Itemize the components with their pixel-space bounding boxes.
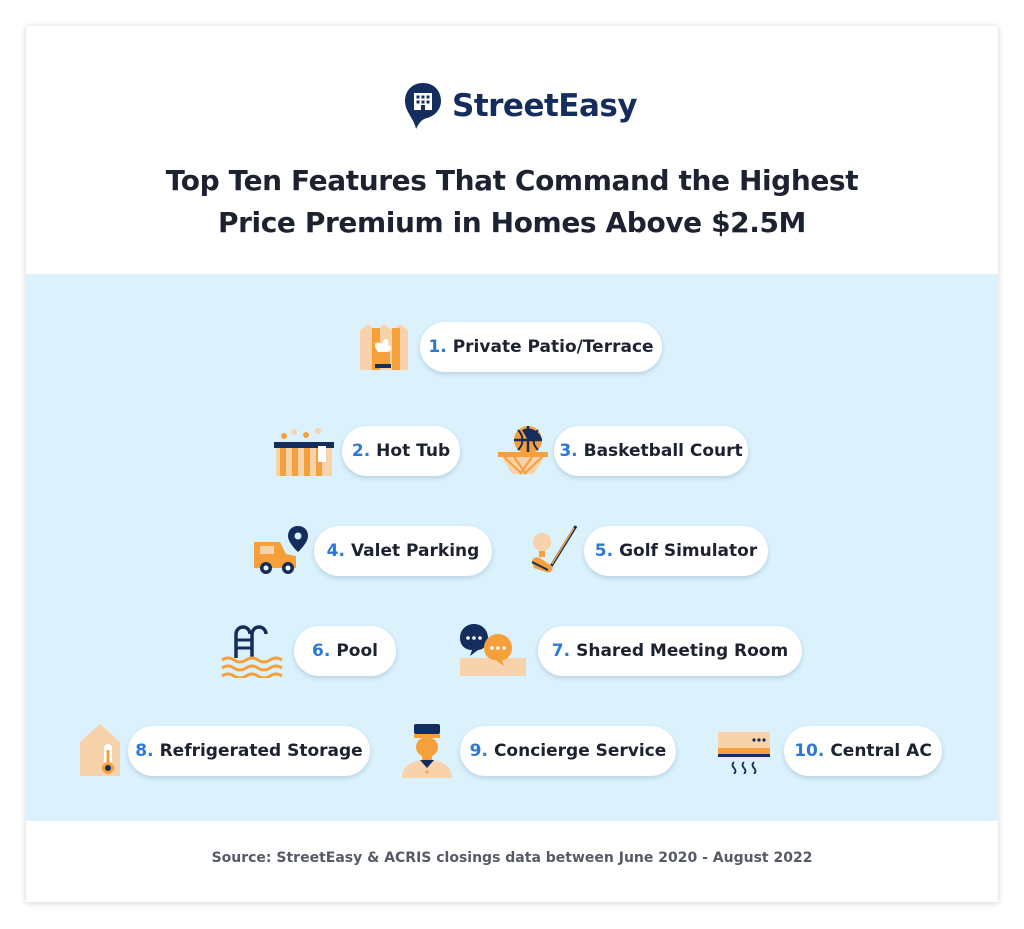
feature-pill-2: 2. Hot Tub	[342, 426, 460, 476]
thermometer-house-icon	[80, 724, 120, 776]
feature-pill-7: 7. Shared Meeting Room	[538, 626, 802, 676]
feature-rank: 9.	[469, 741, 488, 761]
source-note: Source: StreetEasy & ACRIS closings data…	[211, 850, 813, 866]
brand: StreetEasy	[402, 80, 638, 132]
feature-label: Valet Parking	[350, 541, 480, 561]
feature-rank: 1.	[428, 337, 447, 357]
pool-ladder-icon	[221, 625, 283, 678]
feature-label: Concierge Service	[493, 741, 667, 761]
feature-pill-4: 4. Valet Parking	[314, 526, 492, 576]
feature-label: Private Patio/Terrace	[452, 337, 654, 357]
feature-pill-5: 5. Golf Simulator	[584, 526, 768, 576]
patio-plant-icon	[360, 324, 408, 370]
car-location-icon	[254, 526, 308, 574]
feature-rank: 10.	[794, 741, 825, 761]
feature-label: Pool	[336, 641, 378, 661]
feature-rank: 4.	[326, 541, 345, 561]
chat-bubbles-icon	[460, 624, 526, 676]
air-conditioner-icon	[718, 732, 770, 774]
feature-label: Central AC	[830, 741, 932, 761]
infographic-card: StreetEasy Top Ten Features That Command…	[26, 26, 998, 902]
feature-rank: 7.	[551, 641, 571, 661]
feature-label: Hot Tub	[376, 441, 451, 461]
feature-pill-9: 9. Concierge Service	[460, 726, 676, 776]
feature-pill-1: 1. Private Patio/Terrace	[420, 322, 662, 372]
feature-label: Refrigerated Storage	[159, 741, 363, 761]
feature-rank: 5.	[594, 541, 614, 561]
feature-pill-8: 8. Refrigerated Storage	[128, 726, 370, 776]
title-line-1: Top Ten Features That Command the Highes…	[165, 164, 859, 197]
feature-pill-10: 10. Central AC	[784, 726, 942, 776]
feature-rank: 6.	[312, 641, 331, 661]
building-pin-icon	[405, 83, 441, 129]
title-line-2: Price Premium in Homes Above $2.5M	[217, 206, 807, 239]
concierge-icon	[402, 724, 452, 778]
brand-name: StreetEasy	[452, 88, 638, 124]
golf-club-icon	[531, 525, 578, 573]
feature-pill-6: 6. Pool	[294, 626, 396, 676]
feature-label: Golf Simulator	[619, 541, 758, 561]
page-title: Top Ten Features That Command the Highes…	[26, 160, 998, 244]
feature-label: Shared Meeting Room	[576, 641, 789, 661]
features-band: 1. Private Patio/Terrace 2. Hot Tub	[26, 274, 998, 821]
feature-rank: 8.	[135, 741, 154, 761]
feature-label: Basketball Court	[583, 441, 743, 461]
basketball-hoop-icon	[498, 426, 548, 475]
hot-tub-icon	[274, 428, 334, 476]
header: StreetEasy Top Ten Features That Command…	[26, 26, 998, 274]
feature-pill-3: 3. Basketball Court	[554, 426, 748, 476]
feature-rank: 3.	[559, 441, 578, 461]
feature-rank: 2.	[351, 441, 371, 461]
